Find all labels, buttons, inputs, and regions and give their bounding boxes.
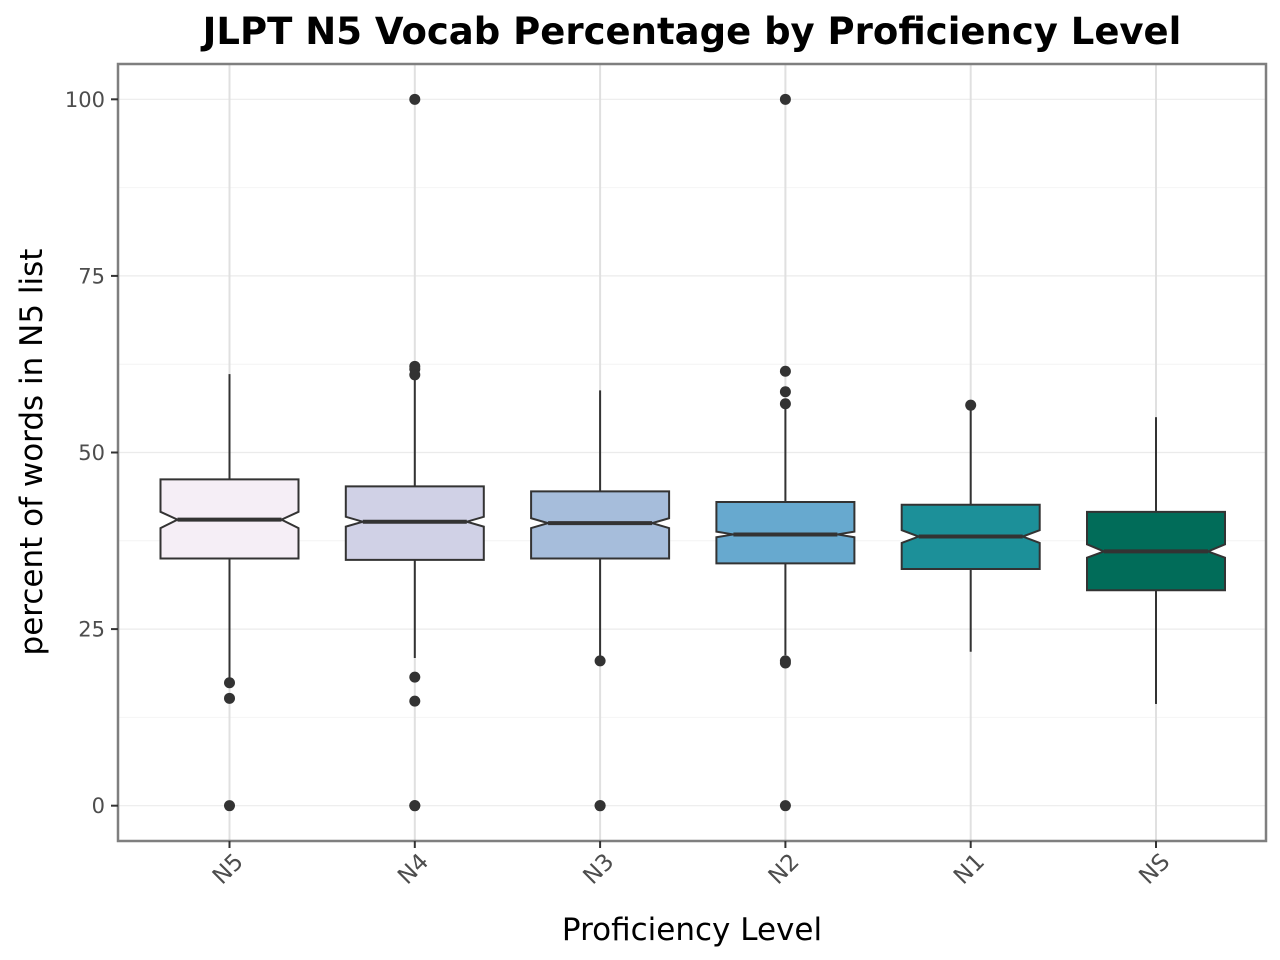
outlier-point [779, 800, 791, 812]
outlier-point [224, 800, 235, 812]
outlier-point [409, 369, 421, 381]
y-axis-title: percent of words in N5 list [14, 249, 50, 656]
y-tick-label: 0 [92, 794, 105, 818]
outlier-point [965, 399, 977, 411]
outlier-point [779, 365, 791, 377]
outlier-point [779, 657, 791, 669]
y-tick-label: 50 [78, 441, 105, 465]
x-axis-title: Proficiency Level [562, 912, 822, 948]
chart-title: JLPT N5 Vocab Percentage by Proficiency … [200, 10, 1182, 53]
box-group-ns [1086, 417, 1226, 704]
box-group-n1 [900, 399, 1041, 652]
y-tick-label: 100 [65, 88, 105, 112]
outlier-point [594, 800, 606, 812]
box-group-n3 [530, 390, 671, 812]
outlier-point [409, 695, 421, 707]
outlier-point [409, 671, 421, 683]
outlier-point [409, 800, 421, 812]
outlier-point [779, 93, 791, 105]
outlier-point [409, 93, 421, 105]
y-tick-label: 25 [78, 618, 105, 642]
outlier-point [224, 677, 235, 689]
y-tick-label: 75 [78, 264, 105, 288]
outlier-point [779, 386, 791, 398]
box-group-n2 [715, 93, 856, 812]
outlier-point [224, 692, 235, 704]
outlier-point [594, 655, 606, 667]
outlier-point [779, 398, 791, 410]
box-group-n4 [344, 93, 485, 812]
box-group-n5 [159, 374, 300, 812]
